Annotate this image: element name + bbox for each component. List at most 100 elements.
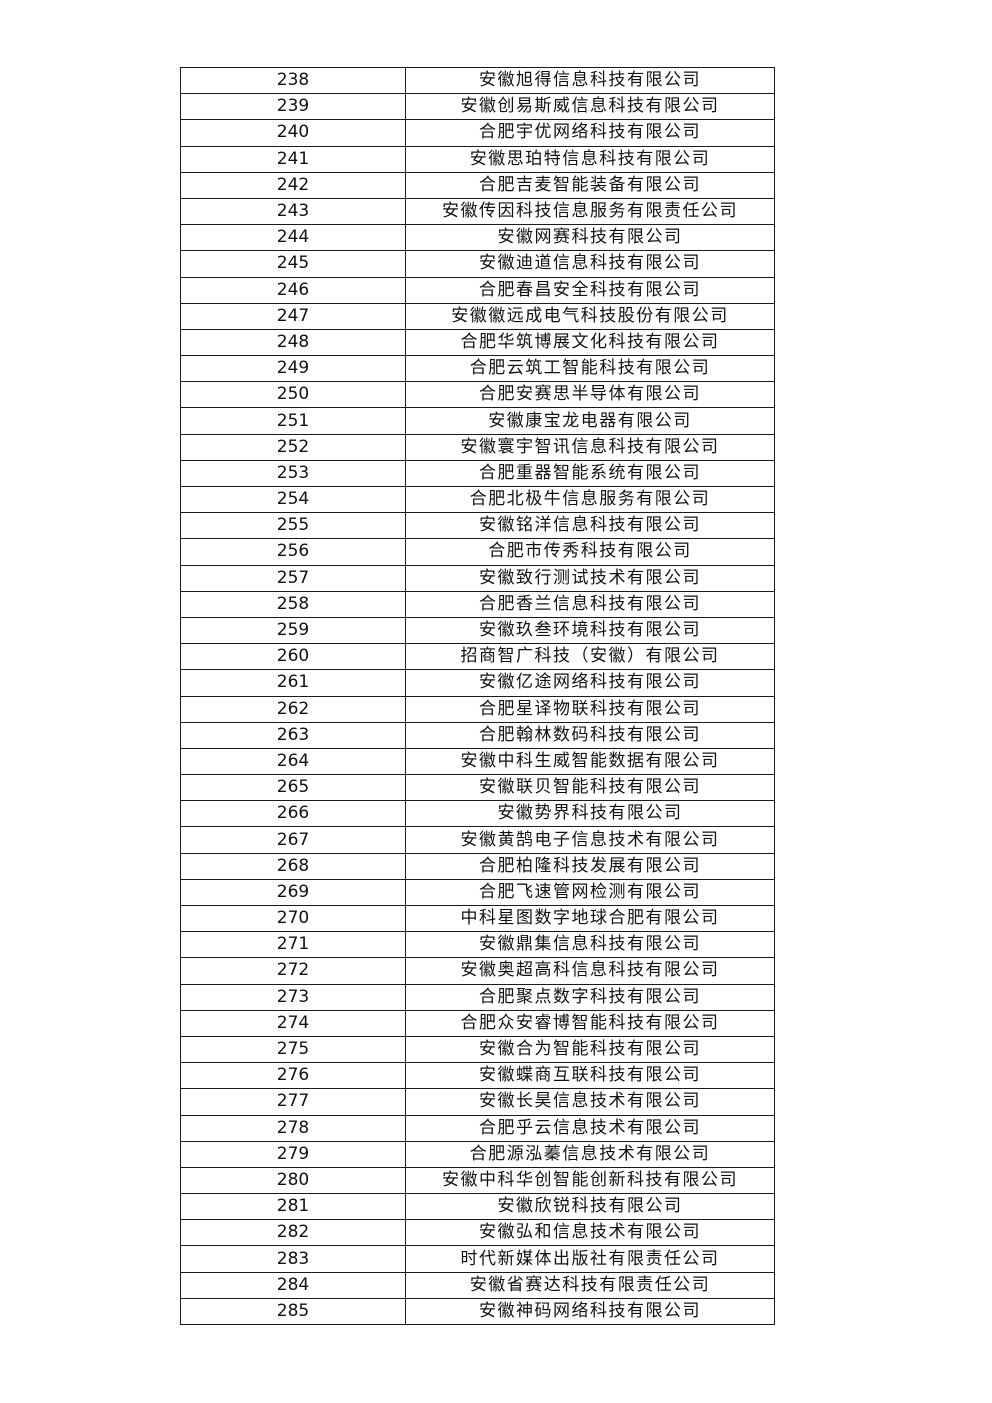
table-row: 280 安徽中科华创智能创新科技有限公司 <box>180 1166 775 1195</box>
row-number: 277 <box>180 1088 406 1116</box>
row-number: 282 <box>180 1219 406 1247</box>
company-name: 安徽蝶商互联科技有限公司 <box>405 1062 775 1090</box>
company-name: 合肥翰林数码科技有限公司 <box>405 721 775 749</box>
company-name: 合肥星译物联科技有限公司 <box>405 695 775 723</box>
company-name: 安徽徽远成电气科技股份有限公司 <box>405 302 775 330</box>
company-name: 安徽势界科技有限公司 <box>405 800 775 828</box>
row-number: 258 <box>180 590 406 618</box>
table-row: 242 合肥吉麦智能装备有限公司 <box>180 171 775 199</box>
company-name: 安徽弘和信息技术有限公司 <box>405 1219 775 1247</box>
table-row: 270 中科星图数字地球合肥有限公司 <box>180 904 775 933</box>
table-row: 271 安徽鼎集信息科技有限公司 <box>180 931 775 959</box>
company-name: 安徽传因科技信息服务有限责任公司 <box>405 197 775 226</box>
table-row: 247 安徽徽远成电气科技股份有限公司 <box>180 302 775 330</box>
company-name: 安徽铭洋信息科技有限公司 <box>405 512 775 540</box>
table-row: 254 合肥北极牛信息服务有限公司 <box>180 485 775 514</box>
company-name: 安徽长昊信息技术有限公司 <box>405 1088 775 1116</box>
company-name: 招商智广科技（安徽）有限公司 <box>405 643 775 671</box>
company-name: 合肥春昌安全科技有限公司 <box>405 276 775 304</box>
row-number: 262 <box>180 695 406 723</box>
table-row: 263 合肥翰林数码科技有限公司 <box>180 721 775 749</box>
company-name: 安徽亿途网络科技有限公司 <box>405 669 775 697</box>
table-row: 246 合肥春昌安全科技有限公司 <box>180 276 775 304</box>
company-name: 合肥云筑工智能科技有限公司 <box>405 355 775 383</box>
row-number: 254 <box>180 485 406 514</box>
table-row: 285 安徽神码网络科技有限公司 <box>180 1297 775 1326</box>
row-number: 264 <box>180 747 406 776</box>
table-row: 281 安徽欣锐科技有限公司 <box>180 1193 775 1221</box>
row-number: 253 <box>180 459 406 488</box>
company-name: 安徽创易斯威信息科技有限公司 <box>405 93 775 121</box>
company-name: 合肥华筑博展文化科技有限公司 <box>405 328 775 357</box>
table-row: 250 合肥安赛思半导体有限公司 <box>180 381 775 409</box>
company-name: 安徽中科生威智能数据有限公司 <box>405 747 775 776</box>
row-number: 273 <box>180 983 406 1011</box>
table-row: 260 招商智广科技（安徽）有限公司 <box>180 643 775 671</box>
company-name: 安徽欣锐科技有限公司 <box>405 1193 775 1221</box>
row-number: 252 <box>180 433 406 461</box>
company-name: 安徽鼎集信息科技有限公司 <box>405 931 775 959</box>
company-name: 安徽旭得信息科技有限公司 <box>405 66 775 95</box>
table-row: 248 合肥华筑博展文化科技有限公司 <box>180 328 775 357</box>
row-number: 251 <box>180 407 406 435</box>
company-name: 合肥北极牛信息服务有限公司 <box>405 485 775 514</box>
row-number: 240 <box>180 119 406 147</box>
table-row: 252 安徽寰宇智讯信息科技有限公司 <box>180 433 775 461</box>
row-number: 269 <box>180 878 406 907</box>
row-number: 259 <box>180 616 406 645</box>
company-name: 安徽合为智能科技有限公司 <box>405 1035 775 1064</box>
row-number: 239 <box>180 93 406 121</box>
table-row: 255 安徽铭洋信息科技有限公司 <box>180 512 775 540</box>
row-number: 270 <box>180 904 406 933</box>
company-name: 安徽奥超高科信息科技有限公司 <box>405 957 775 985</box>
table-row: 239 安徽创易斯威信息科技有限公司 <box>180 93 775 121</box>
row-number: 241 <box>180 145 406 173</box>
table-row: 283 时代新媒体出版社有限责任公司 <box>180 1245 775 1273</box>
table-row: 245 安徽迪道信息科技有限公司 <box>180 250 775 278</box>
row-number: 247 <box>180 302 406 330</box>
company-name: 安徽玖叁环境科技有限公司 <box>405 616 775 645</box>
company-name: 合肥宇优网络科技有限公司 <box>405 119 775 147</box>
table-row: 253 合肥重器智能系统有限公司 <box>180 459 775 488</box>
row-number: 285 <box>180 1297 406 1326</box>
table-row: 249 合肥云筑工智能科技有限公司 <box>180 355 775 383</box>
row-number: 271 <box>180 931 406 959</box>
table-row: 265 安徽联贝智能科技有限公司 <box>180 774 775 802</box>
company-name: 安徽寰宇智讯信息科技有限公司 <box>405 433 775 461</box>
row-number: 249 <box>180 355 406 383</box>
company-name: 合肥源泓蓁信息技术有限公司 <box>405 1140 775 1168</box>
company-name: 安徽网赛科技有限公司 <box>405 224 775 252</box>
table-row: 241 安徽思珀特信息科技有限公司 <box>180 145 775 173</box>
table-row: 251 安徽康宝龙电器有限公司 <box>180 407 775 435</box>
row-number: 284 <box>180 1271 406 1299</box>
table-row: 258 合肥香兰信息科技有限公司 <box>180 590 775 618</box>
row-number: 238 <box>180 66 406 95</box>
company-name: 安徽中科华创智能创新科技有限公司 <box>405 1166 775 1195</box>
row-number: 255 <box>180 512 406 540</box>
row-number: 276 <box>180 1062 406 1090</box>
company-name: 合肥重器智能系统有限公司 <box>405 459 775 488</box>
row-number: 268 <box>180 852 406 880</box>
row-number: 244 <box>180 224 406 252</box>
row-number: 283 <box>180 1245 406 1273</box>
company-name: 合肥聚点数字科技有限公司 <box>405 983 775 1011</box>
row-number: 274 <box>180 1009 406 1037</box>
company-name: 安徽黄鹄电子信息技术有限公司 <box>405 826 775 854</box>
company-name: 安徽思珀特信息科技有限公司 <box>405 145 775 173</box>
company-name: 安徽迪道信息科技有限公司 <box>405 250 775 278</box>
table-row: 269 合肥飞速管网检测有限公司 <box>180 878 775 907</box>
table-row: 259 安徽玖叁环境科技有限公司 <box>180 616 775 645</box>
row-number: 250 <box>180 381 406 409</box>
row-number: 263 <box>180 721 406 749</box>
company-name: 安徽省赛达科技有限责任公司 <box>405 1271 775 1299</box>
table-row: 257 安徽致行测试技术有限公司 <box>180 564 775 592</box>
table-row: 276 安徽蝶商互联科技有限公司 <box>180 1062 775 1090</box>
row-number: 261 <box>180 669 406 697</box>
company-name: 合肥乎云信息技术有限公司 <box>405 1114 775 1142</box>
row-number: 256 <box>180 538 406 566</box>
table-row: 277 安徽长昊信息技术有限公司 <box>180 1088 775 1116</box>
table-row: 264 安徽中科生威智能数据有限公司 <box>180 747 775 776</box>
row-number: 242 <box>180 171 406 199</box>
row-number: 267 <box>180 826 406 854</box>
row-number: 248 <box>180 328 406 357</box>
